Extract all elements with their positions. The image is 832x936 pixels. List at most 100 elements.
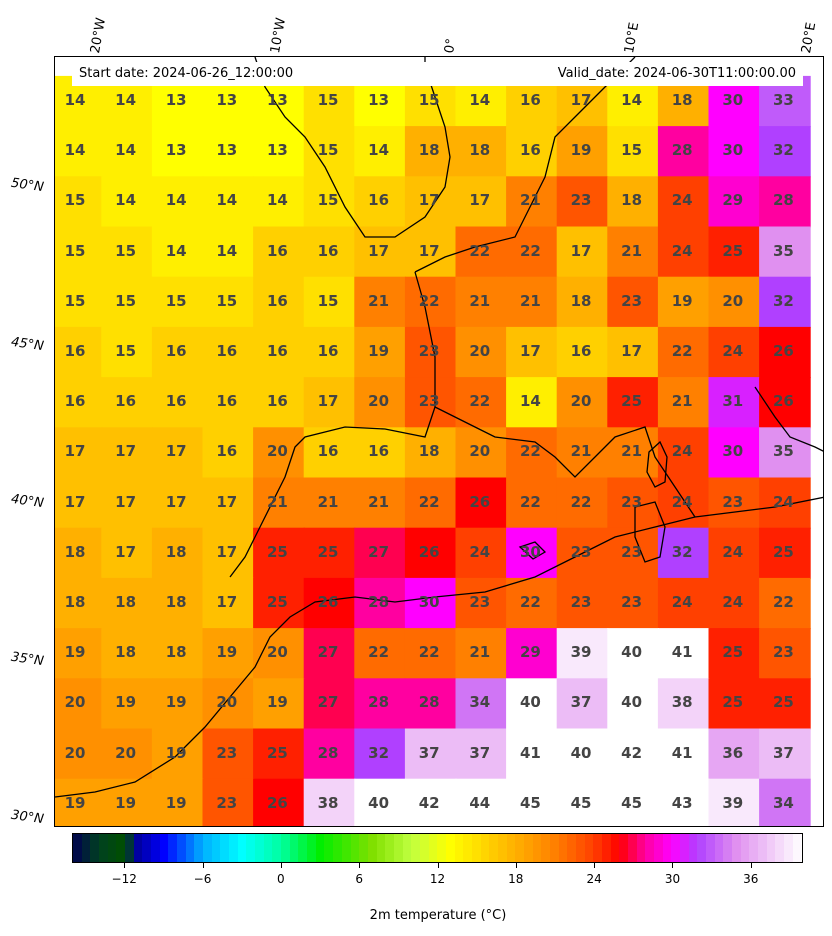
temperature-cell	[657, 326, 710, 379]
temperature-cell	[556, 477, 609, 529]
temperature-cell	[55, 226, 103, 278]
temperature-cell	[607, 226, 659, 278]
colorbar-segment	[784, 834, 793, 862]
temperature-cell	[607, 527, 659, 579]
temperature-cell	[556, 226, 609, 278]
temperature-cell	[708, 377, 761, 429]
colorbar-segment	[246, 834, 256, 862]
temperature-cell	[506, 577, 558, 630]
colorbar-tick	[594, 863, 596, 868]
temperature-cell	[202, 527, 255, 579]
temperature-cell	[354, 276, 406, 328]
temperature-cell	[607, 427, 659, 479]
colorbar-tick-label: 30	[664, 872, 681, 886]
temperature-cell	[556, 778, 609, 826]
temperature-cell	[404, 527, 457, 579]
temperature-cell	[708, 126, 761, 178]
temperature-cell	[55, 326, 103, 379]
temperature-cell	[708, 728, 761, 780]
temperature-cell	[101, 377, 153, 429]
colorbar-segment	[350, 834, 360, 862]
temperature-cell	[404, 728, 457, 780]
temperature-cell	[55, 678, 103, 730]
temperature-cell	[303, 226, 356, 278]
colorbar-segment	[255, 834, 264, 862]
temperature-cell	[101, 276, 153, 328]
colorbar-segment	[532, 834, 542, 862]
colorbar-title: 2m temperature (°C)	[369, 908, 507, 923]
temperature-cell	[55, 427, 103, 479]
colorbar-tick	[515, 863, 517, 868]
coastline	[646, 440, 668, 488]
colorbar-segment	[706, 834, 715, 862]
temperature-cell	[253, 176, 305, 228]
colorbar-tick	[280, 863, 282, 868]
temperature-cell	[303, 276, 356, 328]
temperature-cell	[556, 628, 609, 680]
colorbar-segment	[367, 834, 377, 862]
temperature-cell	[101, 427, 153, 479]
temperature-cell	[202, 326, 255, 379]
temperature-cell	[101, 678, 153, 730]
colorbar-segment	[489, 834, 498, 862]
temperature-cell	[151, 176, 204, 228]
colorbar-segment	[584, 834, 594, 862]
temperature-cell	[55, 527, 103, 579]
colorbar-segment	[593, 834, 602, 862]
temperature-cell	[607, 377, 659, 429]
colorbar-segment	[203, 834, 212, 862]
temperature-cell	[404, 477, 457, 529]
temperature-cell	[708, 226, 761, 278]
colorbar-tick-label: −6	[193, 872, 212, 886]
lat-label-45n: 45°N	[10, 334, 45, 355]
temperature-cell	[253, 427, 305, 479]
temperature-cell	[404, 226, 457, 278]
coastline	[55, 496, 823, 798]
colorbar-segment	[73, 834, 82, 862]
colorbar-segment	[272, 834, 282, 862]
temperature-cell	[303, 176, 356, 228]
temperature-cell	[455, 377, 508, 429]
temperature-cell	[303, 778, 356, 826]
colorbar	[72, 833, 803, 863]
colorbar-segment	[194, 834, 204, 862]
colorbar-segment	[90, 834, 100, 862]
colorbar-segment	[688, 834, 698, 862]
colorbar-segment	[558, 834, 568, 862]
temperature-cell	[101, 628, 153, 680]
colorbar-segment	[549, 834, 559, 862]
colorbar-segment	[671, 834, 681, 862]
colorbar-segment	[758, 834, 767, 862]
temperature-cell	[759, 577, 811, 630]
temperature-cell	[404, 577, 457, 630]
temperature-cell	[759, 628, 811, 680]
temperature-cell	[101, 126, 153, 178]
colorbar-segment	[151, 834, 160, 862]
temperature-cell	[101, 577, 153, 630]
colorbar-segment	[185, 834, 195, 862]
temperature-cell	[253, 477, 305, 529]
lon-label-20w: 20°W	[88, 16, 110, 55]
temperature-map	[54, 56, 824, 827]
temperature-cell	[151, 678, 204, 730]
temperature-cell	[759, 176, 811, 228]
temperature-cell	[354, 377, 406, 429]
temperature-cell	[708, 427, 761, 479]
colorbar-tick	[202, 863, 204, 868]
temperature-cell	[607, 176, 659, 228]
colorbar-segment	[454, 834, 464, 862]
colorbar-segment	[211, 834, 221, 862]
date-info-box: Start date: 2024-06-26_12:00:00 Valid_da…	[72, 62, 803, 86]
colorbar-segment	[541, 834, 550, 862]
temperature-cell	[354, 728, 406, 780]
colorbar-segment	[636, 834, 646, 862]
colorbar-segment	[714, 834, 724, 862]
temperature-cell	[202, 678, 255, 730]
colorbar-segment	[471, 834, 481, 862]
temperature-cell	[556, 728, 609, 780]
temperature-cell	[202, 126, 255, 178]
coastline	[518, 541, 547, 560]
temperature-cell	[455, 126, 508, 178]
temperature-cell	[55, 276, 103, 328]
temperature-cell	[759, 126, 811, 178]
